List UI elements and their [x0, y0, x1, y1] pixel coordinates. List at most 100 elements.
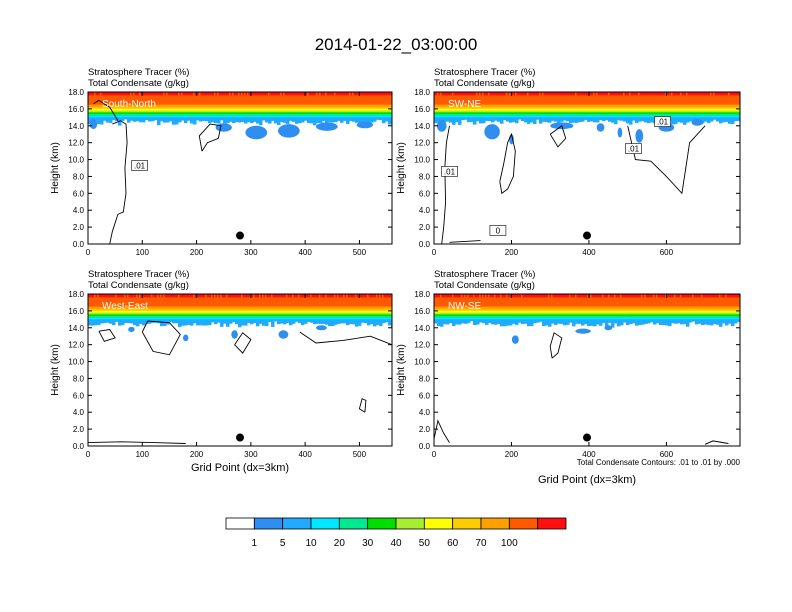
panel-west-east: Stratosphere Tracer (%)Total Condensate … — [50, 269, 393, 474]
colorbar-box — [423, 517, 454, 530]
colorbar: 1 5 10 20 30 40 50 60 70 100 — [225, 517, 567, 549]
y-tick-label: 18.0 — [68, 88, 84, 97]
panel-subtitle-tracer: Stratosphere Tracer (%) — [88, 269, 189, 280]
y-tick-label: 18.0 — [414, 290, 430, 299]
contour-label-text: .01 — [134, 161, 146, 170]
y-tick-label: 8.0 — [419, 374, 431, 383]
tracer-blob — [278, 330, 289, 339]
location-marker — [236, 231, 244, 240]
y-axis-label: Height (km) — [396, 142, 407, 194]
x-tick-label: 500 — [353, 450, 367, 459]
x-tick-label: 200 — [190, 450, 204, 459]
contour-label-text: 0 — [496, 226, 501, 235]
tracer-field — [88, 92, 392, 244]
panel-sw-ne: Stratosphere Tracer (%)Total Condensate … — [396, 67, 741, 257]
y-tick-label: 2.0 — [73, 425, 85, 434]
y-tick-label: 0.0 — [419, 442, 431, 451]
y-tick-label: 16.0 — [414, 105, 430, 114]
tracer-blob — [231, 330, 238, 339]
y-tick-label: 2.0 — [419, 223, 431, 232]
y-tick-label: 0.0 — [419, 240, 431, 249]
tracer-blob — [128, 326, 135, 333]
panel-nw-se: Stratosphere Tracer (%)Total Condensate … — [396, 269, 741, 486]
colorbar-box — [367, 517, 397, 530]
x-axis-label: Grid Point (dx=3km) — [191, 462, 289, 474]
y-axis-label: Height (km) — [50, 344, 61, 396]
y-tick-label: 12.0 — [414, 341, 430, 350]
condensate-contour — [198, 123, 222, 152]
condensate-contour — [441, 125, 450, 244]
y-tick-label: 10.0 — [68, 358, 84, 367]
x-tick-label: 0 — [86, 450, 91, 459]
colorbar-box — [537, 517, 567, 530]
y-tick-label: 2.0 — [73, 223, 85, 232]
y-tick-label: 8.0 — [73, 172, 85, 181]
tracer-blob — [484, 124, 500, 140]
plot-frame — [433, 293, 741, 447]
tracer-blob — [436, 119, 447, 132]
tracer-field — [434, 92, 740, 244]
panel-subtitle-tracer: Stratosphere Tracer (%) — [434, 67, 535, 78]
contour-note: Total Condensate Contours: .01 to .01 by… — [577, 458, 741, 467]
condensate-contour — [88, 441, 186, 444]
panel-subtitle-tracer: Stratosphere Tracer (%) — [434, 269, 535, 280]
plot-frame — [433, 91, 741, 245]
tracer-blob — [575, 328, 591, 334]
tracer-blob — [604, 325, 613, 331]
contour-label-text: .01 — [657, 118, 669, 127]
tracer-blob — [356, 121, 373, 129]
y-tick-label: 10.0 — [414, 156, 430, 165]
x-tick-label: 0 — [432, 450, 437, 459]
panel-subtitle-condensate: Total Condensate (g/kg) — [434, 280, 535, 291]
tracer-blob — [596, 123, 605, 132]
tracer-blob — [617, 127, 623, 138]
y-tick-label: 18.0 — [68, 290, 84, 299]
y-tick-label: 14.0 — [414, 122, 430, 131]
condensate-contour — [549, 125, 567, 148]
y-tick-label: 16.0 — [68, 307, 84, 316]
x-tick-label: 600 — [660, 450, 674, 459]
colorbar-box — [508, 517, 539, 530]
x-axis-label: Grid Point (dx=3km) — [538, 474, 636, 486]
tracer-blob — [691, 119, 704, 126]
colorbar-box — [310, 517, 340, 530]
tracer-blob — [511, 335, 519, 344]
tracer-field — [88, 294, 392, 444]
tracer-blob — [316, 122, 338, 131]
y-tick-label: 16.0 — [68, 105, 84, 114]
colorbar-label: 10 — [305, 538, 317, 549]
condensate-contour — [358, 398, 367, 413]
colorbar-box — [225, 517, 255, 530]
x-tick-label: 400 — [582, 248, 596, 257]
y-tick-label: 10.0 — [68, 156, 84, 165]
colorbar-box — [480, 517, 510, 530]
colorbar-label: 50 — [419, 538, 431, 549]
contour-label: .01 — [654, 116, 671, 127]
colorbar-box — [282, 517, 312, 530]
colorbar-label: 20 — [334, 538, 346, 549]
condensate-contour — [704, 440, 729, 445]
tracer-blob — [89, 119, 98, 130]
x-tick-label: 300 — [244, 450, 258, 459]
y-tick-label: 8.0 — [419, 172, 431, 181]
figure-title: 2014-01-22_03:00:00 — [315, 35, 478, 54]
condensate-contour — [93, 99, 119, 121]
condensate-contour — [627, 125, 706, 195]
plot-frame — [87, 91, 393, 245]
x-tick-label: 0 — [86, 248, 91, 257]
x-tick-label: 200 — [190, 248, 204, 257]
panel-label: South-North — [102, 99, 156, 110]
panel-subtitle-condensate: Total Condensate (g/kg) — [88, 280, 189, 291]
y-tick-label: 14.0 — [414, 324, 430, 333]
panel-south-north: Stratosphere Tracer (%)Total Condensate … — [50, 67, 393, 257]
y-tick-label: 12.0 — [68, 139, 84, 148]
tracer-blob — [316, 325, 327, 331]
tracer-field — [434, 294, 740, 445]
y-tick-label: 0.0 — [73, 442, 85, 451]
colorbar-label: 30 — [362, 538, 374, 549]
y-tick-label: 8.0 — [73, 374, 85, 383]
y-tick-label: 4.0 — [419, 408, 431, 417]
y-tick-label: 4.0 — [419, 206, 431, 215]
y-axis-label: Height (km) — [396, 344, 407, 396]
